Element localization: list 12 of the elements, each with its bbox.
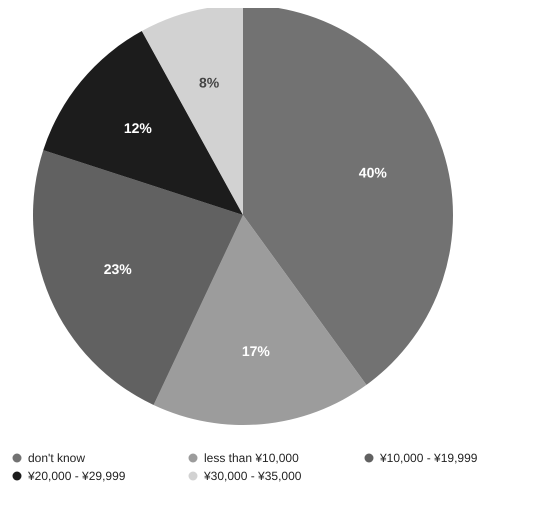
legend-label: ¥10,000 - ¥19,999 — [379, 451, 478, 466]
pie-slice — [33, 150, 243, 406]
legend-label: less than ¥10,000 — [204, 451, 300, 466]
pie-slice — [154, 215, 366, 425]
legend-label: ¥30,000 - ¥35,000 — [203, 469, 302, 484]
legend-label: don't know — [28, 451, 86, 466]
data-label: 23% — [104, 261, 132, 278]
data-label: 12% — [124, 120, 152, 136]
legend-label: ¥20,000 - ¥29,999 — [27, 469, 126, 484]
data-label: 40% — [358, 164, 388, 181]
data-label: 17% — [242, 342, 270, 359]
data-label: 8% — [198, 74, 220, 91]
